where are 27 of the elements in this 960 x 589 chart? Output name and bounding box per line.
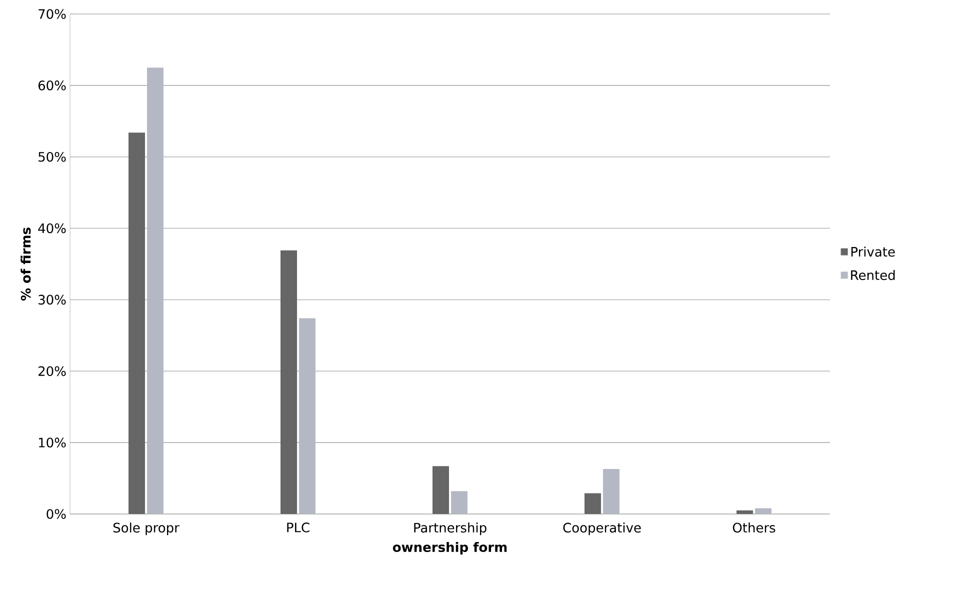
x-tick-label: PLC [287,522,310,532]
y-tick-label: 40% [38,223,66,234]
y-tick-label: 10% [39,438,66,448]
x-axis-title: ownership form [392,542,507,555]
y-axis-title: % of firms [20,228,31,301]
x-tick-label: Partnership [414,522,486,536]
bar [603,469,620,514]
x-tick-label: Cooperative [563,522,641,536]
y-tick-label: 50% [38,152,66,162]
y-tick-label: 20% [38,366,66,376]
legend-label: Rented [851,270,895,280]
bar [147,68,164,514]
bar [755,508,772,514]
x-tick-label: Sole propr [113,522,180,536]
bar [736,510,754,514]
x-tick-label: Others [732,522,776,533]
bar [128,132,145,514]
y-tick-label: 70% [38,9,66,19]
legend-label: Private [851,246,895,257]
bar [451,491,468,514]
y-tick-label: 60% [38,80,66,90]
bar [280,250,297,514]
y-tick-label: 0% [46,509,66,519]
bar [432,466,450,514]
bar [299,318,316,514]
y-tick-label: 30% [38,294,66,305]
bar [584,493,602,514]
